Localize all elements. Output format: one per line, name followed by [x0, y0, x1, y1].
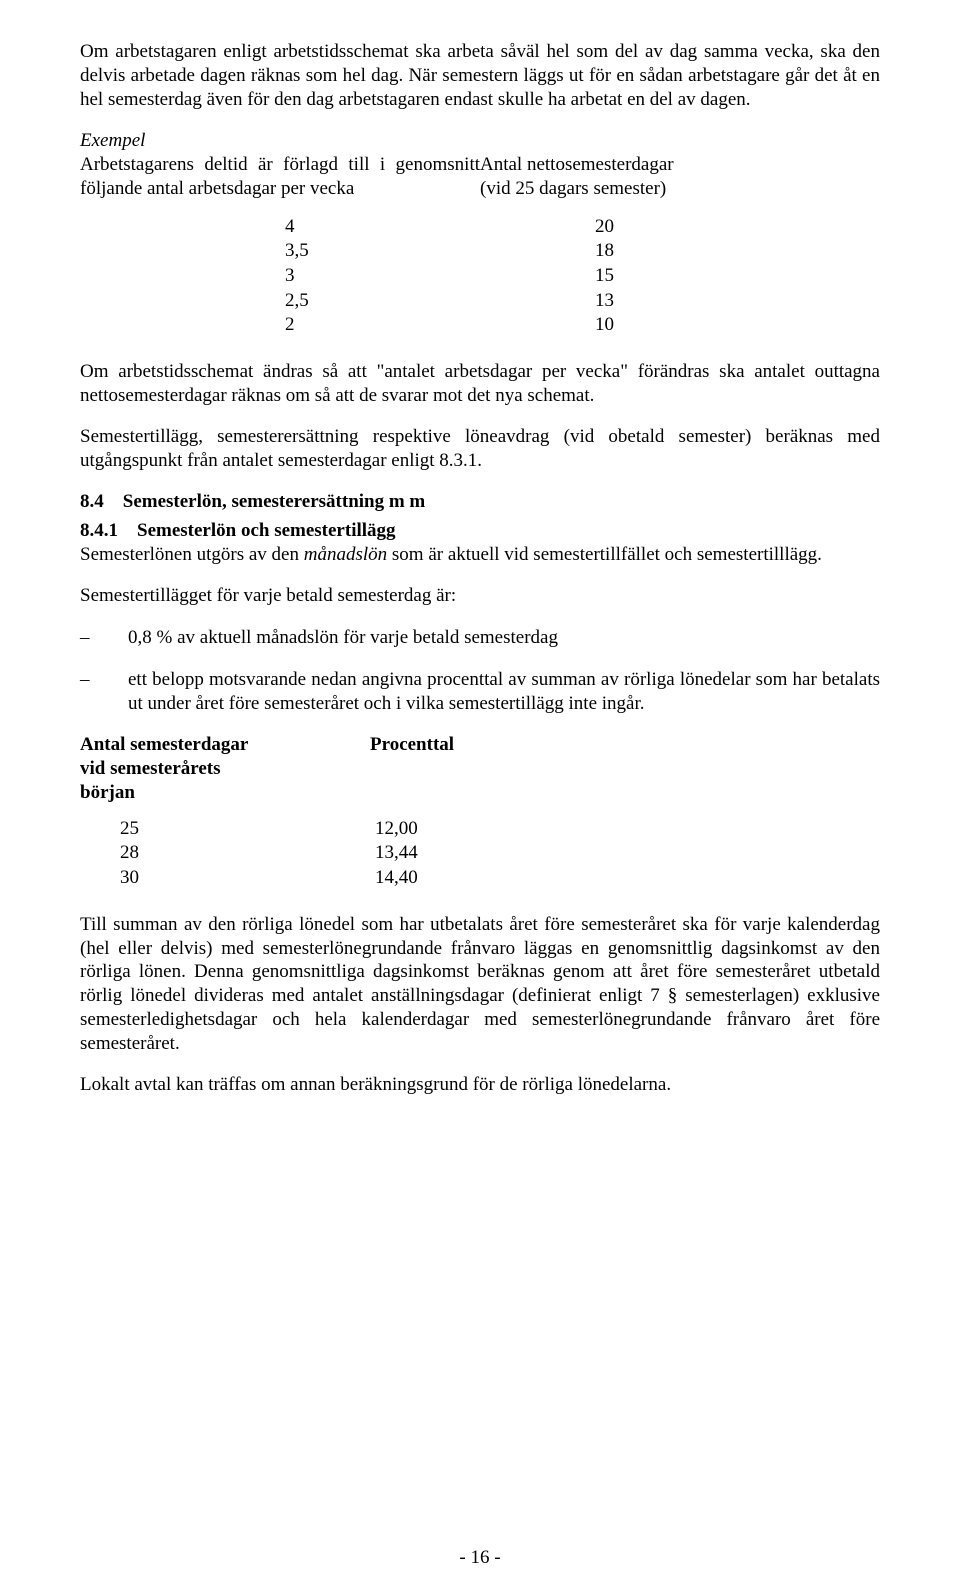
list-item: – 0,8 % av aktuell månadslön för varje b… [80, 626, 880, 650]
table-row: 2,5 [285, 289, 475, 314]
percent-header-left: Antal semesterdagar vid semesterårets bö… [80, 733, 370, 804]
paragraph-calc: Semestertillägg, semesterersättning resp… [80, 425, 880, 473]
example-table-col-netto: 20 18 15 13 10 [475, 215, 614, 338]
table-row: 30 [120, 866, 375, 891]
table-row: 10 [595, 313, 614, 338]
percent-header-text: vid semesterårets [80, 758, 221, 779]
list-item-text: 0,8 % av aktuell månadslön för varje bet… [128, 626, 880, 650]
document-page: Om arbetstagaren enligt arbetstidsschema… [0, 0, 960, 1589]
example-label: Exempel [80, 130, 145, 151]
percent-col-days: 25 28 30 [80, 817, 375, 891]
table-row: 2 [285, 313, 475, 338]
paragraph-intro: Om arbetstagaren enligt arbetstidsschema… [80, 40, 880, 111]
para-text-after: som är aktuell vid semestertillfället oc… [387, 544, 822, 565]
example-table: 4 3,5 3 2,5 2 20 18 15 13 10 [80, 215, 880, 338]
percent-header-text: Antal semesterdagar [80, 734, 248, 755]
paragraph-tillagg: Semestertillägget för varje betald semes… [80, 584, 880, 608]
table-row: 28 [120, 841, 375, 866]
percent-table: 25 28 30 12,00 13,44 14,40 [80, 817, 880, 891]
paragraph-local: Lokalt avtal kan träffas om annan beräkn… [80, 1073, 880, 1097]
percent-header-text: början [80, 782, 135, 803]
bullet-list: – 0,8 % av aktuell månadslön för varje b… [80, 626, 880, 715]
dash-icon: – [80, 626, 128, 650]
para-text-italic: månadslön [304, 544, 387, 565]
para-text-before: Semesterlönen utgörs av den [80, 544, 304, 565]
table-row: 12,00 [375, 817, 418, 842]
table-row: 3,5 [285, 239, 475, 264]
example-left-text: Arbetstagarens deltid är förlagd till i … [80, 154, 480, 199]
example-right-col: Antal nettosemesterdagar (vid 25 dagars … [480, 129, 880, 200]
section-heading-8-4: 8.4 Semesterlön, semesterersättning m m [80, 491, 880, 513]
percent-header-right: Procenttal [370, 733, 454, 804]
percent-table-header: Antal semesterdagar vid semesterårets bö… [80, 733, 880, 804]
list-item: – ett belopp motsvarande nedan angivna p… [80, 668, 880, 716]
dash-icon: – [80, 668, 128, 716]
page-number: - 16 - [0, 1547, 960, 1569]
subsection-first-para: 8.4.1 Semesterlön och semestertillägg Se… [80, 519, 880, 567]
table-row: 3 [285, 264, 475, 289]
example-right-line2: (vid 25 dagars semester) [480, 178, 666, 199]
table-row: 15 [595, 264, 614, 289]
paragraph-change: Om arbetstidsschemat ändras så att "anta… [80, 360, 880, 408]
example-table-col-days: 4 3,5 3 2,5 2 [80, 215, 475, 338]
table-row: 13,44 [375, 841, 418, 866]
percent-col-pct: 12,00 13,44 14,40 [375, 817, 418, 891]
table-row: 20 [595, 215, 614, 240]
example-right-line1: Antal nettosemesterdagar [480, 154, 674, 175]
table-row: 13 [595, 289, 614, 314]
example-left-col: Exempel Arbetstagarens deltid är förlagd… [80, 129, 480, 200]
table-row: 18 [595, 239, 614, 264]
table-row: 14,40 [375, 866, 418, 891]
table-row: 4 [285, 215, 475, 240]
subsection-heading-8-4-1: 8.4.1 Semesterlön och semestertillägg [80, 520, 396, 541]
list-item-text: ett belopp motsvarande nedan angivna pro… [128, 668, 880, 716]
example-block: Exempel Arbetstagarens deltid är förlagd… [80, 129, 880, 338]
subsection-8-4-1: 8.4.1 Semesterlön och semestertillägg Se… [80, 519, 880, 716]
table-row: 25 [120, 817, 375, 842]
paragraph-summary: Till summan av den rörliga lönedel som h… [80, 913, 880, 1056]
